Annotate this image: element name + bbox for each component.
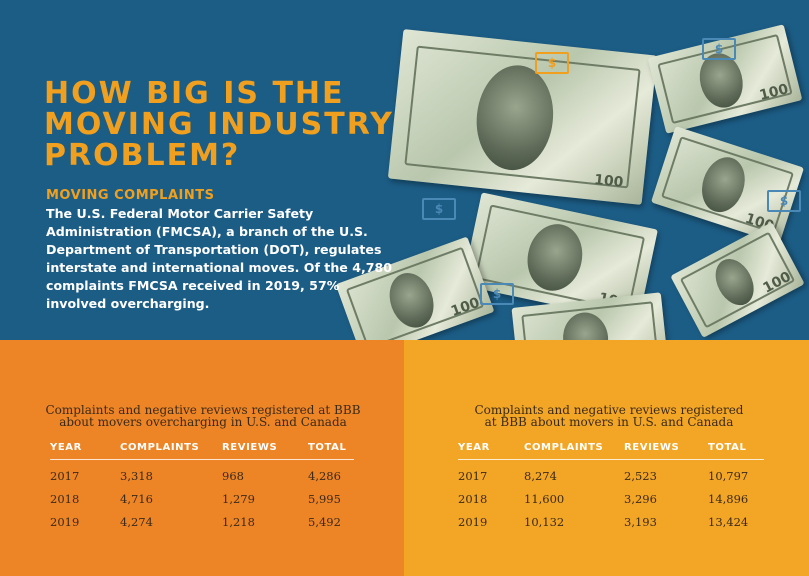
- complaints-table-block: Complaints and negative reviews register…: [438, 404, 780, 533]
- table-cell: 13,424: [708, 514, 749, 529]
- column-header: TOTAL: [308, 442, 354, 460]
- complaints-table: YEAR COMPLAINTS REVIEWS TOTAL 2017 8,274…: [458, 442, 764, 533]
- table-cell: 10,797: [708, 468, 749, 483]
- table-cell: 1,218: [222, 514, 255, 529]
- table-cell: 5,995: [308, 491, 341, 506]
- dollar-bill-icon: $: [702, 38, 736, 60]
- page-title: HOW BIG IS THE MOVING INDUSTRY PROBLEM?: [44, 76, 394, 173]
- table-cell: 4,716: [120, 491, 153, 506]
- table-cell: 3,318: [120, 468, 153, 483]
- column-header: YEAR: [458, 442, 524, 460]
- table-row: 2018 4,716 1,279 5,995: [50, 487, 354, 510]
- table-header-row: YEAR COMPLAINTS REVIEWS TOTAL: [50, 442, 354, 460]
- table-row: 2017 8,274 2,523 10,797: [458, 460, 764, 488]
- column-header: REVIEWS: [222, 442, 308, 460]
- dollar-bill-icon: $: [767, 190, 801, 212]
- table-cell: 11,600: [524, 491, 565, 506]
- section-body: The U.S. Federal Motor Carrier Safety Ad…: [46, 206, 393, 311]
- table-row: 2019 10,132 3,193 13,424: [458, 510, 764, 533]
- dollar-bill-icon: $: [422, 198, 456, 220]
- table-cell: 3,296: [624, 491, 657, 506]
- dollar-bill-icon: $: [535, 52, 569, 74]
- dollar-bill-image: 100: [387, 29, 658, 205]
- table-cell: 5,492: [308, 514, 341, 529]
- column-header: YEAR: [50, 442, 120, 460]
- table-cell: 3,193: [624, 514, 657, 529]
- table-cell: 2018: [50, 491, 80, 506]
- overcharging-table-block: Complaints and negative reviews register…: [32, 404, 374, 533]
- table-cell: 2017: [458, 468, 488, 483]
- table-cell: 2017: [50, 468, 80, 483]
- overcharging-table: YEAR COMPLAINTS REVIEWS TOTAL 2017 3,318…: [50, 442, 354, 533]
- table-cell: 10,132: [524, 514, 565, 529]
- dollar-bill-icon: $: [480, 283, 514, 305]
- table-caption: Complaints and negative reviews register…: [474, 403, 744, 429]
- table-cell: 1,279: [222, 491, 255, 506]
- table-row: 2019 4,274 1,218 5,492: [50, 510, 354, 533]
- table-header-row: YEAR COMPLAINTS REVIEWS TOTAL: [458, 442, 764, 460]
- column-header: TOTAL: [708, 442, 764, 460]
- column-header: REVIEWS: [624, 442, 708, 460]
- section-subhead: MOVING COMPLAINTS: [46, 188, 215, 203]
- table-row: 2018 11,600 3,296 14,896: [458, 487, 764, 510]
- table-caption: Complaints and negative reviews register…: [45, 403, 361, 429]
- table-row: 2017 3,318 968 4,286: [50, 460, 354, 488]
- table-cell: 4,274: [120, 514, 153, 529]
- table-cell: 8,274: [524, 468, 557, 483]
- table-cell: 968: [222, 468, 244, 483]
- table-cell: 4,286: [308, 468, 341, 483]
- table-cell: 2018: [458, 491, 488, 506]
- table-cell: 2,523: [624, 468, 657, 483]
- column-header: COMPLAINTS: [120, 442, 222, 460]
- table-cell: 14,896: [708, 491, 749, 506]
- column-header: COMPLAINTS: [524, 442, 624, 460]
- table-cell: 2019: [50, 514, 80, 529]
- table-cell: 2019: [458, 514, 488, 529]
